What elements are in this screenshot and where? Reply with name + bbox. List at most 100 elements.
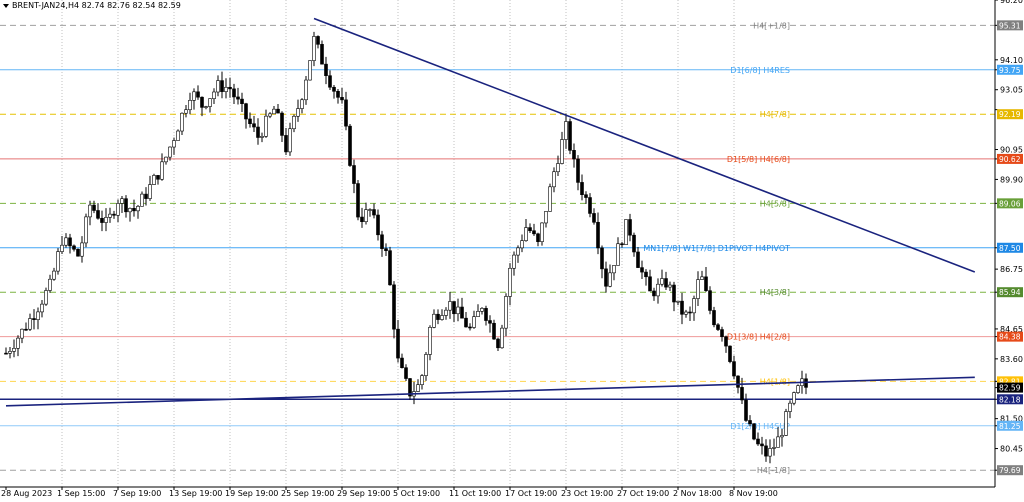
candle-body: [492, 322, 496, 340]
candle-body: [416, 384, 420, 392]
candle-body: [488, 320, 492, 324]
candle-body: [684, 311, 688, 315]
price-tick-label: 80.45: [1000, 445, 1023, 454]
candle-body: [688, 311, 692, 314]
x-tick-label: 8 Nov 19:00: [729, 489, 778, 498]
candle-body: [792, 392, 796, 404]
candle-body: [284, 135, 288, 153]
candle-body: [596, 221, 600, 249]
candle-body: [272, 108, 276, 115]
price-tick-label: 90.95: [1000, 146, 1023, 155]
trendline-descending: [313, 17, 976, 273]
candle-body: [512, 254, 516, 269]
level-label: D1[3/8] H4[2/8]: [727, 333, 790, 342]
level-price-tag: [997, 376, 1023, 387]
candle-body: [108, 213, 112, 218]
candle-body: [260, 136, 264, 138]
candle-body: [40, 303, 44, 313]
candle-body: [316, 36, 320, 45]
candle-body: [312, 36, 316, 61]
candle-body: [696, 279, 700, 299]
candle-body: [252, 123, 256, 128]
level-price-tag: [997, 20, 1023, 31]
candle-body: [256, 126, 260, 138]
candle-body: [524, 227, 528, 241]
candle-body: [548, 186, 552, 212]
candle-body: [400, 357, 404, 368]
level-label: H4[7/8]: [760, 110, 790, 119]
candle-body: [32, 318, 36, 320]
x-tick-label: 17 Oct 19:00: [505, 489, 557, 498]
candle-body: [748, 420, 752, 425]
price-tick-label: 93.05: [1000, 86, 1023, 95]
candle-body: [164, 156, 168, 163]
time-axis: 28 Aug 2023 1 Sep 15:00 7 Sep 19:00 13 Sep …: [0, 486, 995, 498]
candle-body: [320, 44, 324, 65]
x-tick-label: 29 Sep 19:00: [337, 489, 390, 498]
candle-body: [8, 351, 12, 354]
candle-body: [608, 272, 612, 287]
level-price-tag: [997, 465, 1023, 476]
level-label: H4[1/8]: [760, 377, 790, 386]
candle-body: [728, 345, 732, 362]
candle-body: [212, 91, 216, 99]
candle-body: [12, 347, 16, 352]
level-price-tag-text: 84.38: [999, 333, 1021, 342]
candle-body: [28, 318, 32, 330]
candle-body: [476, 310, 480, 317]
candle-body: [148, 184, 152, 199]
candle-body: [432, 313, 436, 328]
candle-body: [720, 329, 724, 338]
candle-body: [268, 113, 272, 117]
level-price-tag: [997, 420, 1023, 431]
dropdown-arrow-icon[interactable]: [3, 4, 9, 8]
candle-body: [36, 311, 40, 320]
candle-body: [456, 306, 460, 315]
candle-body: [604, 268, 608, 287]
candle-body: [480, 308, 484, 312]
trend-layer: [5, 17, 976, 407]
candle-body: [636, 251, 640, 268]
candle-body: [788, 402, 792, 412]
candle-body: [140, 193, 144, 207]
candle-body: [360, 216, 364, 223]
candle-body: [124, 198, 128, 213]
candle-body: [156, 175, 160, 180]
candle-body: [736, 375, 740, 388]
candle-body: [84, 216, 88, 244]
candle-body: [784, 411, 788, 436]
x-tick-label: 19 Sep 19:00: [225, 489, 278, 498]
candle-body: [304, 79, 308, 101]
candle-body: [540, 222, 544, 242]
candle-body: [448, 301, 452, 311]
candle-body: [700, 276, 704, 280]
x-tick-label: 28 Aug 2023: [1, 489, 52, 498]
candle-body: [264, 115, 268, 137]
candle-body: [708, 290, 712, 311]
candle-body: [340, 97, 344, 101]
level-price-tag-text: 79.69: [999, 466, 1021, 475]
candle-body: [420, 375, 424, 385]
level-price-tag: [997, 153, 1023, 164]
candle-body: [444, 309, 448, 316]
level-price-tag: [997, 109, 1023, 120]
candle-body: [76, 248, 80, 257]
candle-body: [96, 210, 100, 219]
grid-layer: [61, 0, 735, 487]
candle-body: [452, 301, 456, 315]
level-price-tag-text: 92.19: [999, 110, 1021, 119]
candle-body: [532, 230, 536, 235]
level-label: MN1[7/8] W1[7/8] D1PIVOT H4PIVOT: [643, 244, 790, 253]
candle-body: [780, 435, 784, 438]
candle-body: [388, 250, 392, 286]
candle-body: [752, 423, 756, 440]
level-label: H4[5/8]: [760, 199, 790, 208]
level-price-tag: [997, 242, 1023, 253]
candle-body: [680, 300, 684, 315]
candle-body: [52, 270, 56, 280]
candle-body: [396, 328, 400, 359]
candle-body: [128, 208, 132, 213]
level-label: H4[-1/8]: [757, 466, 790, 475]
price-axis: 96.20 94.10 93.05 90.95 89.90 86.75 84.65 83.60…: [994, 0, 1023, 487]
